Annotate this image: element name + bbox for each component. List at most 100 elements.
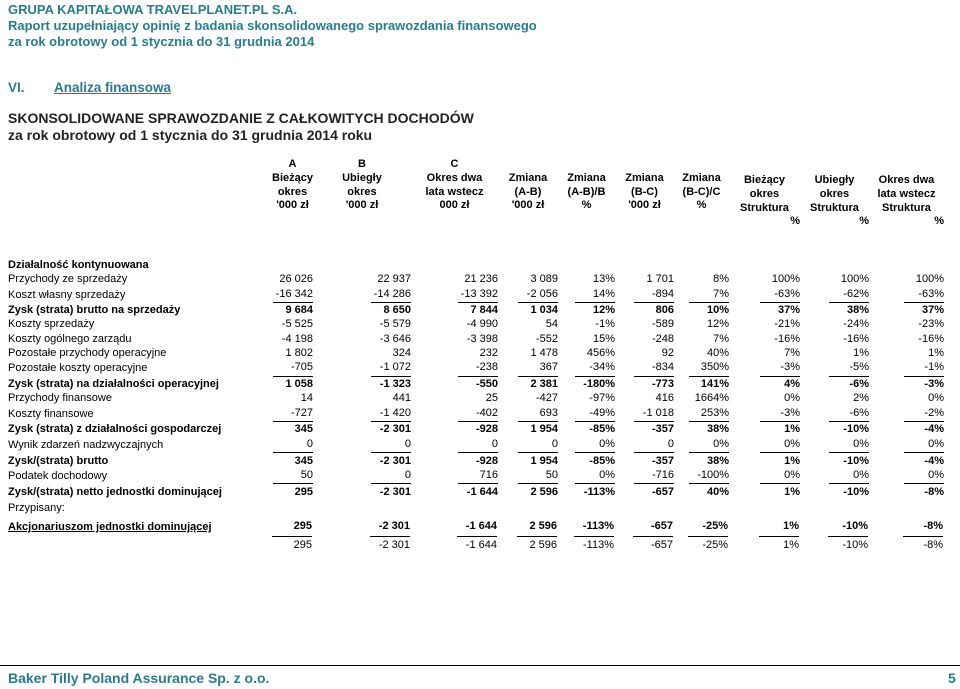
column-header-line: % bbox=[934, 215, 944, 228]
value-text: 0 bbox=[517, 437, 558, 454]
cell-value: -834 bbox=[615, 360, 674, 377]
cell-value: -1 644 bbox=[411, 485, 498, 499]
value-text: 0% bbox=[928, 392, 944, 405]
table-row: Koszty finansowe -727 -1 420 -402 693 -49% -1 … bbox=[8, 405, 944, 423]
row-label: Akcjonariuszom jednostki dominującej bbox=[8, 521, 212, 533]
column-header-line: Okres dwa bbox=[426, 171, 483, 184]
cell-value: -10% bbox=[800, 485, 869, 499]
row-label: Koszty finansowe bbox=[8, 407, 94, 420]
value-text: -357 bbox=[651, 454, 674, 467]
cell-value: -773 bbox=[615, 377, 674, 391]
value-text: -238 bbox=[457, 360, 498, 377]
table-row: Działalność kontynuowana bbox=[8, 248, 944, 272]
column-header-line: C bbox=[450, 158, 459, 170]
cell-value: 1% bbox=[729, 485, 800, 499]
column-header-line: Zmiana bbox=[625, 171, 664, 184]
column-header-line: Struktura bbox=[740, 201, 789, 214]
cell-value: -8% bbox=[868, 537, 943, 554]
cell-value: 8% bbox=[674, 272, 729, 286]
value-text: 0% bbox=[688, 437, 729, 454]
value-text: 4% bbox=[784, 378, 800, 391]
value-text: -34% bbox=[574, 360, 615, 377]
value-text: 1% bbox=[784, 454, 800, 467]
cell-value: 0% bbox=[558, 437, 615, 454]
value-text: 22 937 bbox=[377, 273, 411, 285]
value-text: -10% bbox=[842, 539, 868, 551]
empty-cell bbox=[558, 248, 615, 272]
cell-value: -97% bbox=[558, 391, 615, 405]
column-header: B Ubiegły okres '000 zł bbox=[313, 158, 411, 248]
value-text: 456% bbox=[586, 346, 615, 359]
cell-value: -427 bbox=[498, 391, 558, 405]
cell-value: 100% bbox=[869, 272, 944, 286]
row-label: Wynik zdarzeń nadzwyczajnych bbox=[8, 439, 164, 452]
empty-cell bbox=[800, 248, 869, 272]
row-label: Zysk/(strata) netto jednostki dominujące… bbox=[8, 485, 222, 498]
section-title: Analiza finansowa bbox=[54, 80, 172, 95]
value-text: 2% bbox=[853, 392, 869, 405]
value-text: -25% bbox=[688, 518, 728, 537]
cell-value: 0% bbox=[800, 468, 869, 485]
report-title: Raport uzupełniający opinię z badania sk… bbox=[8, 18, 537, 33]
cell-value: 416 bbox=[615, 391, 674, 405]
cell-value: -3% bbox=[729, 360, 800, 377]
cell-value: -14 286 bbox=[313, 286, 411, 303]
value-text: -928 bbox=[475, 423, 498, 436]
cell-value: -16% bbox=[800, 332, 869, 346]
value-text: 1% bbox=[853, 346, 869, 359]
value-text: 13% bbox=[592, 273, 615, 285]
value-text: -85% bbox=[589, 423, 615, 436]
value-text: -8% bbox=[924, 485, 944, 498]
column-header: Zmiana (A-B) '000 zł bbox=[498, 158, 558, 248]
table-row: Zysk (strata) brutto na sprzedaży 9 684 8 … bbox=[8, 303, 944, 317]
value-text: -1% bbox=[595, 318, 615, 331]
cell-value: 10% bbox=[674, 303, 729, 317]
value-text: 1 954 bbox=[530, 423, 558, 436]
income-statement-table: A Bieżący okres '000 zł B Ubiegły okres '000 zł… bbox=[8, 158, 944, 499]
value-text: 0% bbox=[903, 468, 944, 485]
value-text: -2 301 bbox=[379, 454, 411, 467]
table-row: Wynik zdarzeń nadzwyczajnych 0 0 0 0 0% 0 0% 0% 0… bbox=[8, 437, 944, 454]
column-header-line: okres bbox=[749, 187, 780, 200]
value-text: -5% bbox=[828, 360, 869, 377]
cell-value: 295 bbox=[272, 485, 313, 499]
value-text: -550 bbox=[475, 378, 498, 391]
cell-value: -6% bbox=[800, 377, 869, 391]
value-text: -14 286 bbox=[370, 287, 411, 303]
value-text: 2 381 bbox=[530, 378, 558, 391]
value-text: 1 058 bbox=[285, 378, 313, 391]
column-header: A Bieżący okres '000 zł bbox=[272, 158, 313, 248]
row-label: Zysk (strata) z działalności gospodarcze… bbox=[8, 423, 222, 436]
value-text: 3 089 bbox=[530, 273, 558, 285]
cell-value: 0% bbox=[558, 468, 615, 485]
value-text: 0% bbox=[759, 437, 800, 454]
cell-value: 295 bbox=[272, 537, 312, 554]
value-text: 0% bbox=[574, 437, 615, 454]
value-text: 0 bbox=[272, 437, 313, 454]
column-header: Zmiana (B-C)/C% bbox=[674, 158, 729, 248]
cell-value: -34% bbox=[558, 360, 615, 377]
value-text: -552 bbox=[535, 332, 558, 345]
cell-value: -16% bbox=[869, 332, 944, 346]
value-text: 0% bbox=[574, 468, 615, 485]
value-text: -62% bbox=[828, 287, 869, 303]
value-text: -16 342 bbox=[272, 287, 313, 303]
value-text: 806 bbox=[655, 304, 674, 317]
table-row: Koszty ogólnego zarządu -4 198 -3 646 -3 39… bbox=[8, 332, 944, 346]
cell-value: -8% bbox=[869, 485, 944, 499]
value-text: 21 236 bbox=[464, 273, 498, 285]
value-text: -16% bbox=[918, 332, 944, 345]
value-text: -10% bbox=[843, 423, 869, 436]
cell-value: -928 bbox=[411, 454, 498, 468]
value-text: 350% bbox=[688, 360, 729, 377]
value-text: -4% bbox=[924, 423, 944, 436]
value-text: -2 301 bbox=[379, 423, 411, 436]
cell-value: -16% bbox=[729, 332, 800, 346]
value-text: -773 bbox=[651, 378, 674, 391]
cell-value: 0% bbox=[729, 437, 800, 454]
value-text: -6% bbox=[849, 378, 869, 391]
cell-value: 26 026 bbox=[272, 272, 313, 286]
cell-value: -238 bbox=[411, 360, 498, 377]
empty-cell bbox=[615, 248, 674, 272]
